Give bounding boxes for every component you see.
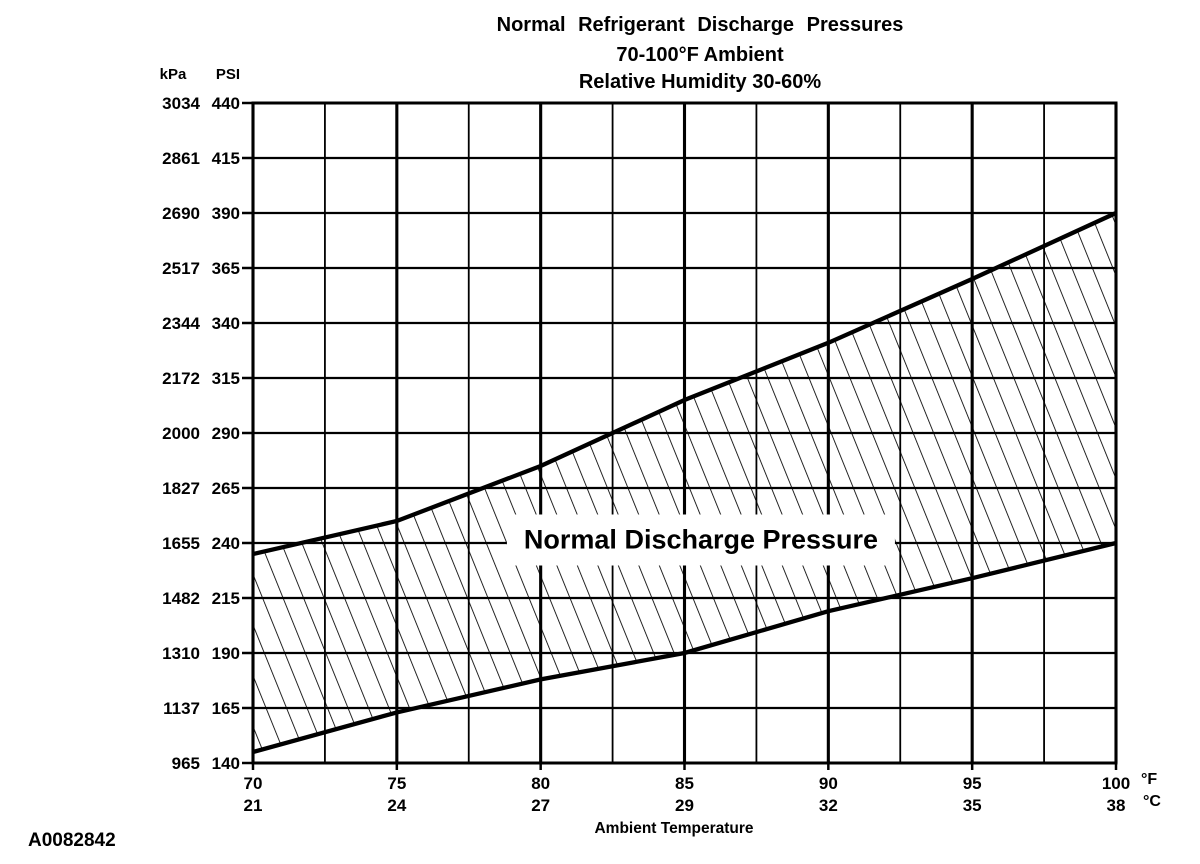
y-tick-psi: 290	[212, 424, 240, 443]
y-tick-kpa: 2517	[162, 259, 200, 278]
y-tick-kpa: 2861	[162, 149, 200, 168]
y-tick-kpa: 1827	[162, 479, 200, 498]
y-axis-ticks: 3034 440 2861 415 2690 390 2517 365 2344 340 2172 3…	[162, 94, 253, 773]
y-tick-kpa: 1655	[162, 534, 200, 553]
y-tick-psi: 390	[212, 204, 240, 223]
y-tick-kpa: 2172	[162, 369, 200, 388]
x-tick-celsius: 32	[819, 796, 838, 815]
x-axis-unit-celsius: °C	[1143, 793, 1161, 810]
y-tick-kpa: 965	[172, 754, 200, 773]
x-tick-fahrenheit: 85	[675, 774, 694, 793]
x-tick-celsius: 29	[675, 796, 694, 815]
y-tick-psi: 415	[212, 149, 240, 168]
y-axis-unit-psi: PSI	[215, 66, 241, 83]
x-tick-celsius: 35	[963, 796, 982, 815]
y-tick-kpa: 1137	[163, 699, 200, 718]
chart-title: Normal Refrigerant Discharge Pressures	[496, 14, 904, 36]
chart-subtitle-ambient: 70-100°F Ambient	[616, 44, 784, 66]
x-axis-label: Ambient Temperature	[594, 820, 754, 837]
y-tick-psi: 215	[212, 589, 240, 608]
y-tick-kpa: 2000	[162, 424, 200, 443]
y-tick-kpa: 2344	[162, 314, 200, 333]
y-tick-kpa: 1482	[162, 589, 200, 608]
y-tick-psi: 190	[212, 644, 240, 663]
x-tick-fahrenheit: 75	[387, 774, 406, 793]
x-axis-unit-fahrenheit: °F	[1141, 771, 1158, 788]
x-tick-fahrenheit: 95	[963, 774, 982, 793]
y-tick-psi: 440	[212, 94, 240, 113]
figure-id: A0082842	[28, 830, 116, 851]
y-tick-psi: 340	[212, 314, 240, 333]
y-tick-psi: 365	[212, 259, 240, 278]
x-tick-fahrenheit: 90	[819, 774, 838, 793]
y-tick-kpa: 1310	[162, 644, 200, 663]
band-label: Normal Discharge Pressure	[506, 514, 896, 566]
x-tick-celsius: 21	[244, 796, 263, 815]
y-tick-psi: 240	[212, 534, 240, 553]
y-tick-kpa: 2690	[162, 204, 200, 223]
y-axis-unit-kpa: kPa	[159, 66, 187, 83]
x-tick-celsius: 38	[1107, 796, 1126, 815]
x-tick-celsius: 24	[387, 796, 406, 815]
x-tick-celsius: 27	[531, 796, 550, 815]
y-tick-psi: 165	[212, 699, 240, 718]
chart-subtitle-humidity: Relative Humidity 30-60%	[578, 71, 822, 93]
x-axis-ticks: 70 21 75 24 80 27 85 29 90 32 95 35 100 38	[244, 763, 1130, 815]
normal-pressure-band	[252, 211, 1117, 755]
y-tick-psi: 315	[212, 369, 240, 388]
y-tick-kpa: 3034	[162, 94, 200, 113]
x-tick-fahrenheit: 70	[244, 774, 263, 793]
y-tick-psi: 140	[212, 754, 240, 773]
y-tick-psi: 265	[212, 479, 240, 498]
lower-limit-line	[252, 540, 1117, 755]
x-tick-fahrenheit: 80	[531, 774, 550, 793]
x-tick-fahrenheit: 100	[1102, 774, 1130, 793]
upper-limit-line	[252, 211, 1117, 557]
